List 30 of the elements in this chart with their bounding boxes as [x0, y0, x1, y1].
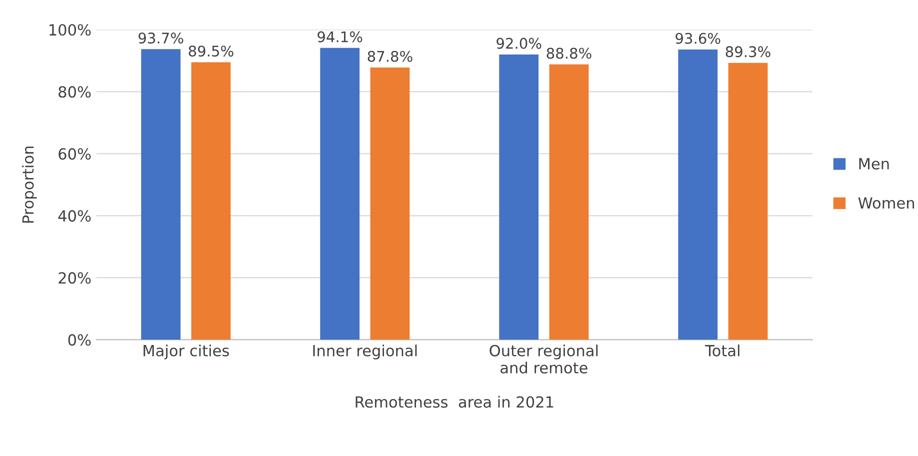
bar	[320, 48, 360, 340]
legend-label: Men	[859, 158, 889, 170]
bar	[499, 54, 539, 340]
data-label: 89.5%	[188, 46, 234, 57]
bar	[678, 49, 718, 340]
x-tick-label: Total	[705, 344, 740, 356]
bar	[728, 62, 768, 340]
bar	[370, 67, 410, 340]
x-tick-label: Outer regional and remote	[490, 344, 598, 374]
data-label: 92.0%	[496, 38, 542, 49]
data-label: 94.1%	[318, 31, 362, 42]
bar	[549, 64, 589, 340]
data-label: 93.6%	[676, 32, 720, 44]
y-tick-label: 40%	[58, 210, 91, 222]
data-label: 89.3%	[726, 46, 770, 58]
x-tick-label: Inner regional	[313, 344, 417, 360]
y-tick-label: 0%	[68, 334, 91, 346]
y-tick-label: 20%	[58, 272, 91, 284]
bar	[191, 62, 231, 340]
y-tick-label: 100%	[50, 24, 91, 36]
data-label: 88.8%	[546, 48, 592, 59]
legend-label: Women	[858, 197, 914, 209]
bar	[141, 49, 181, 340]
x-axis-title: Remoteness area in 2021	[356, 396, 554, 408]
data-label: 87.8%	[368, 50, 412, 62]
x-tick-label: Major cities	[144, 344, 229, 360]
y-tick-label: 80%	[58, 86, 91, 98]
y-axis-title: Proportion	[22, 146, 37, 223]
data-label: 93.7%	[138, 32, 184, 44]
y-tick-label: 60%	[58, 148, 91, 160]
